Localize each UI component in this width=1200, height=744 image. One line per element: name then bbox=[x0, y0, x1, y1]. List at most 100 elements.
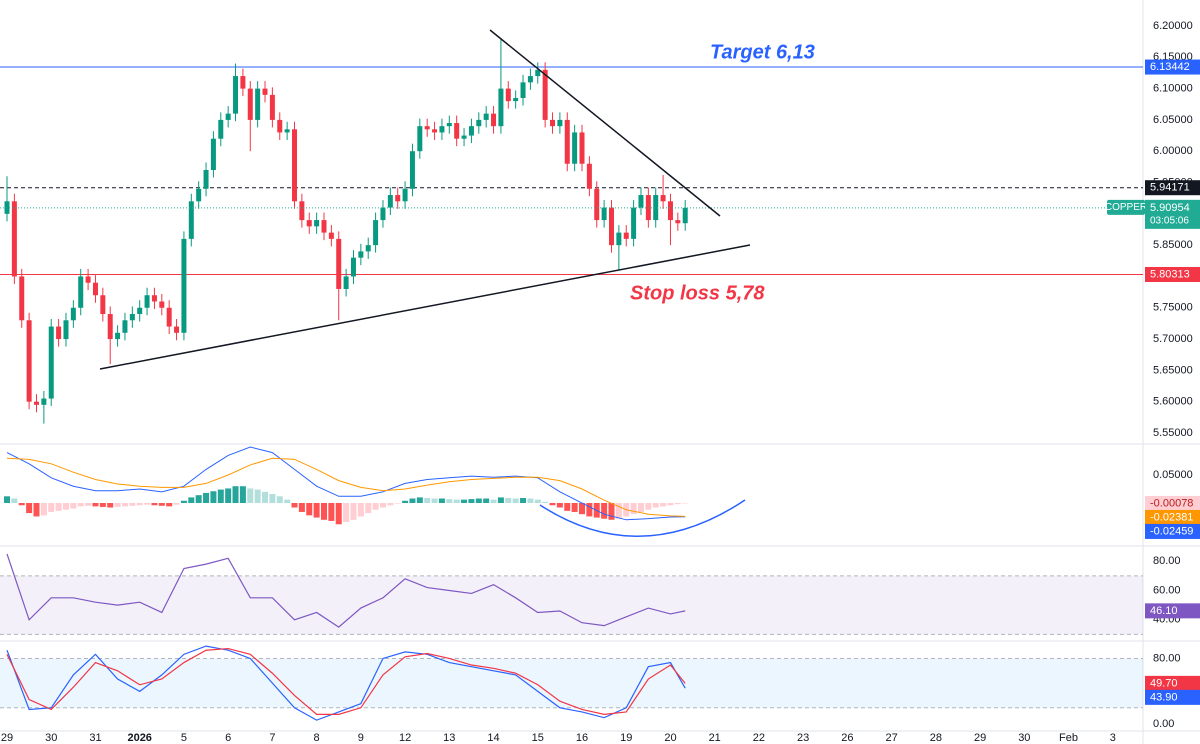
histogram-bar bbox=[114, 503, 121, 507]
candle-body bbox=[439, 126, 445, 133]
candle-body bbox=[233, 76, 239, 114]
histogram-bar bbox=[615, 503, 622, 519]
value-badge bbox=[1145, 689, 1200, 705]
histogram-bar bbox=[121, 503, 128, 507]
candle-body bbox=[225, 113, 231, 120]
candle-body bbox=[446, 123, 452, 127]
x-tick-label: 9 bbox=[358, 732, 364, 744]
y-tick-label: 5.55000 bbox=[1153, 427, 1193, 439]
histogram-bar bbox=[512, 498, 519, 504]
x-tick-label: Feb bbox=[1059, 732, 1078, 744]
histogram-bar bbox=[387, 503, 394, 506]
candle-body bbox=[682, 207, 688, 224]
histogram-bar bbox=[328, 503, 335, 521]
candle-body bbox=[247, 88, 253, 120]
candle-body bbox=[100, 295, 106, 315]
histogram-bar bbox=[247, 488, 254, 504]
y-tick-label: 6.05000 bbox=[1153, 114, 1193, 126]
candle-body bbox=[328, 232, 334, 239]
candle-body bbox=[92, 282, 98, 296]
x-tick-label: 27 bbox=[885, 732, 897, 744]
histogram-bar bbox=[645, 503, 652, 510]
histogram-bar bbox=[438, 498, 445, 504]
histogram-bar bbox=[564, 503, 571, 511]
histogram-bar bbox=[601, 503, 608, 519]
x-tick-label: 23 bbox=[797, 732, 809, 744]
histogram-bar bbox=[254, 489, 261, 504]
rounded-bottom-arc bbox=[539, 499, 746, 537]
histogram-bar bbox=[129, 503, 136, 506]
histogram-bar bbox=[630, 503, 637, 515]
histogram-bar bbox=[239, 486, 246, 504]
x-tick-label: 31 bbox=[89, 732, 101, 744]
candle-body bbox=[358, 251, 364, 258]
candle-body bbox=[56, 326, 62, 340]
histogram-bar bbox=[446, 499, 453, 504]
histogram-bar bbox=[667, 503, 674, 506]
histogram-bar bbox=[542, 501, 549, 504]
candle-body bbox=[336, 238, 342, 289]
candle-body bbox=[284, 129, 290, 133]
candle-body bbox=[564, 119, 570, 164]
histogram-bar bbox=[99, 503, 106, 507]
candle-body bbox=[601, 207, 607, 221]
candle-body bbox=[491, 113, 497, 127]
candle-body bbox=[550, 119, 556, 127]
histogram-bar bbox=[291, 503, 298, 508]
histogram-bar bbox=[33, 503, 40, 517]
histogram-bar bbox=[158, 503, 165, 506]
stop-loss-annotation: Stop loss 5,78 bbox=[630, 282, 765, 304]
histogram-bar bbox=[379, 503, 386, 508]
candle-body bbox=[417, 126, 423, 152]
histogram-bar bbox=[350, 503, 357, 520]
x-tick-label: 22 bbox=[753, 732, 765, 744]
histogram-bar bbox=[431, 498, 438, 504]
y-tick-label: 5.85000 bbox=[1153, 239, 1193, 251]
x-tick-label: 15 bbox=[532, 732, 544, 744]
histogram-bar bbox=[18, 503, 25, 506]
candle-body bbox=[483, 113, 489, 120]
x-tick-label: 20 bbox=[664, 732, 676, 744]
symbol-tag bbox=[1107, 199, 1145, 215]
band-fill bbox=[0, 575, 1143, 635]
value-badge-label: 5.80313 bbox=[1150, 268, 1190, 280]
histogram-bar bbox=[232, 486, 239, 504]
histogram-bar bbox=[579, 503, 586, 515]
candle-body bbox=[350, 257, 356, 277]
axes: 29 30 31 2026 5 6 7 8 9 12 13 14 15 16 19 20 21 22 23 26 27 2… bbox=[1, 20, 1193, 744]
histogram-bar bbox=[151, 503, 158, 506]
candle-body bbox=[660, 195, 666, 202]
target-annotation: Target 6,13 bbox=[710, 41, 815, 63]
candle-body bbox=[572, 132, 578, 164]
candle-body bbox=[166, 307, 172, 327]
x-tick-label: 16 bbox=[576, 732, 588, 744]
histogram-bar bbox=[453, 499, 460, 504]
x-tick-label: 2026 bbox=[127, 732, 151, 744]
candle-body bbox=[513, 97, 519, 102]
x-tick-label: 7 bbox=[269, 732, 275, 744]
histogram-bar bbox=[166, 503, 173, 507]
histogram-bar bbox=[48, 503, 55, 512]
histogram-bar bbox=[424, 497, 431, 504]
histogram-bar bbox=[144, 503, 151, 505]
candle-body bbox=[675, 220, 681, 224]
histogram-bar bbox=[195, 495, 202, 504]
value-badge bbox=[1145, 523, 1200, 539]
histogram-bar bbox=[549, 503, 556, 506]
value-badge-label: 6.13442 bbox=[1150, 61, 1190, 73]
value-badge-label: -0.02459 bbox=[1150, 525, 1193, 537]
candle-body bbox=[41, 398, 47, 405]
histogram-bar bbox=[284, 499, 291, 504]
histogram-bar bbox=[402, 500, 409, 504]
histogram-bar bbox=[262, 491, 269, 504]
candle-body bbox=[277, 119, 283, 133]
candle-body bbox=[181, 238, 187, 333]
histogram-bar bbox=[461, 499, 468, 504]
candle-body bbox=[122, 320, 128, 333]
candle-body bbox=[505, 88, 511, 102]
value-badge bbox=[1145, 180, 1200, 196]
y-tick-label: 80.00 bbox=[1153, 555, 1181, 567]
value-badge bbox=[1145, 675, 1200, 691]
